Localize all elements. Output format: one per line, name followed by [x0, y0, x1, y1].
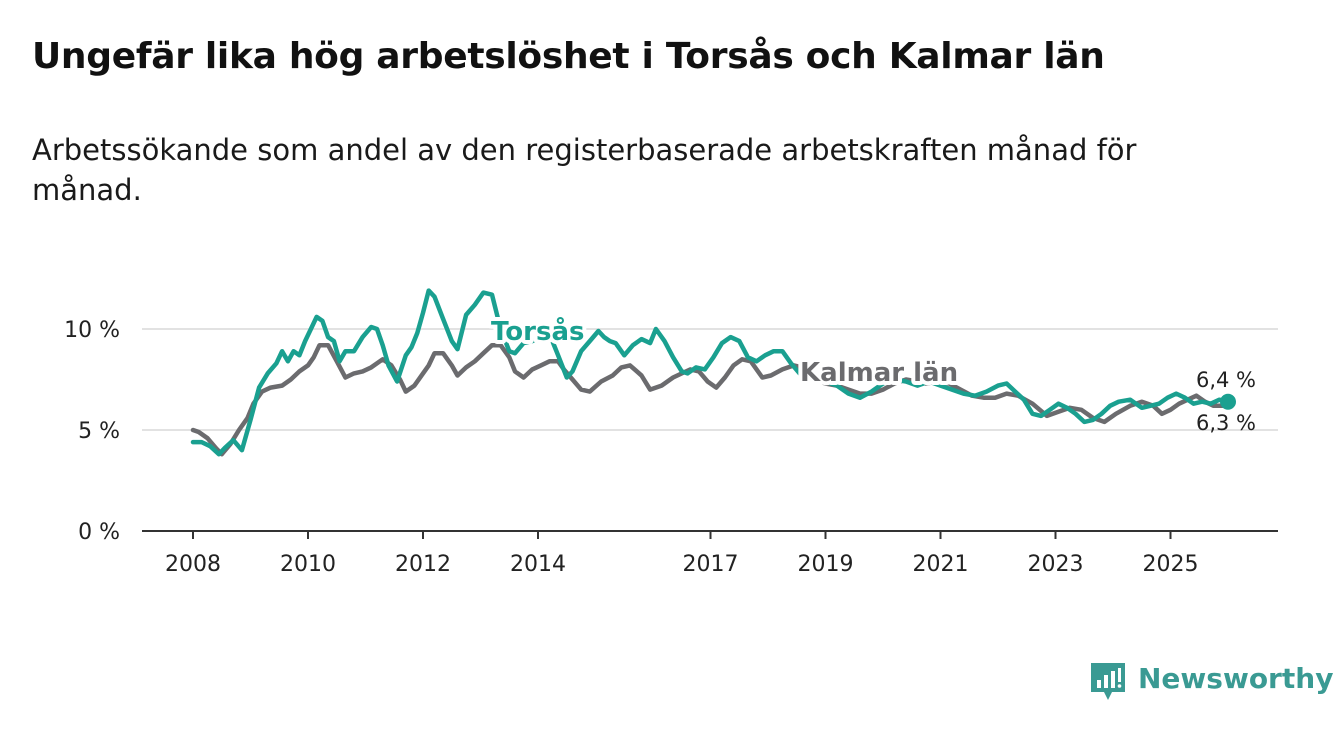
gridlines: [142, 328, 1278, 431]
x-tick-label: 2014: [510, 552, 566, 577]
y-tick-label: 0 %: [78, 520, 120, 545]
chart-subtitle: Arbetssökande som andel av den registerb…: [32, 133, 1137, 207]
series-label: Kalmar län: [800, 358, 958, 388]
x-tick-label: 2010: [280, 552, 336, 577]
series-line-torsås: [190, 288, 1231, 457]
end-markers: 6,4 % 6,3 %: [1196, 368, 1256, 435]
end-point-marker: [1220, 393, 1236, 410]
series-label: Torsås: [491, 315, 584, 347]
y-tick-label: 10 %: [64, 318, 120, 343]
x-tick-label: 2008: [165, 552, 221, 577]
y-tick-label: 5 %: [78, 419, 120, 444]
series-label-halo: Torsås: [491, 315, 584, 347]
bar-chart-logo-icon: [1091, 663, 1125, 700]
end-value-label: 6,4 %: [1196, 368, 1256, 392]
chart-title: Ungefär lika hög arbetslöshet i Torsås o…: [32, 36, 1105, 77]
x-tick-label: 2012: [395, 552, 451, 577]
series-label-halo: Kalmar län: [800, 358, 958, 388]
x-tick-label: 2023: [1028, 552, 1084, 577]
end-value-label: 6,3 %: [1196, 411, 1256, 435]
y-axis-ticks: 0 % 5 % 10 %: [64, 318, 120, 545]
x-axis: 2008 2010 2012 2014 2017 2019 2021 2023 2025: [142, 530, 1278, 577]
x-tick-label: 2019: [798, 552, 854, 577]
x-tick-label: 2021: [913, 552, 969, 577]
x-tick-label: 2025: [1143, 552, 1199, 577]
brand-name: Newsworthy: [1138, 662, 1334, 695]
x-tick-label: 2017: [683, 552, 739, 577]
series-line-kalmar-län: [190, 342, 1231, 457]
series-lines: [190, 288, 1231, 457]
newsworthy-logo: Newsworthy: [1088, 660, 1333, 704]
